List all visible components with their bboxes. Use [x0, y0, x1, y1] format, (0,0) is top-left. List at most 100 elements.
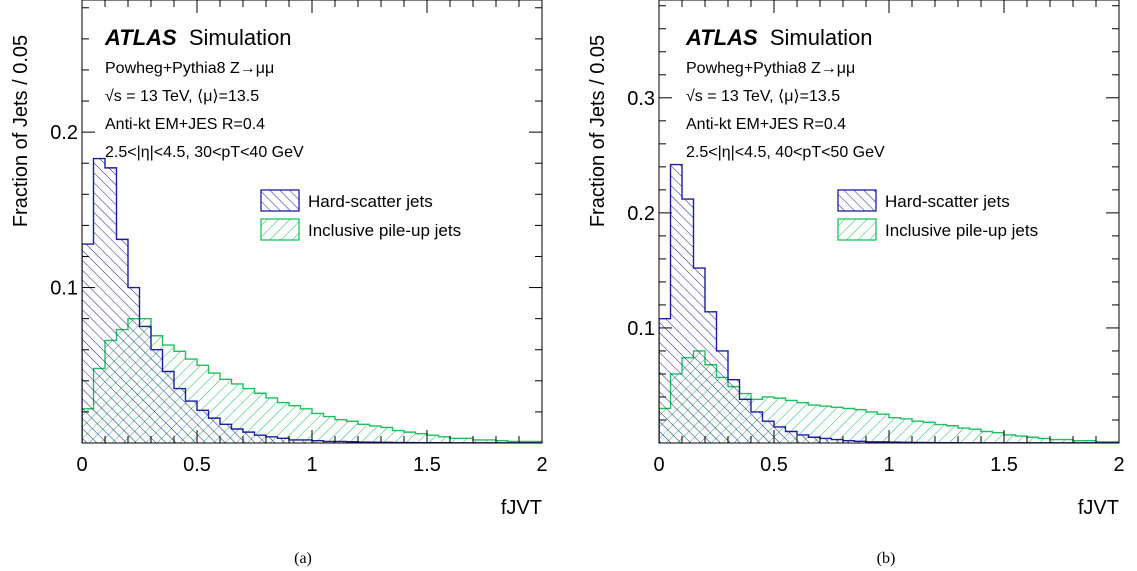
bar-hard-scatter-0: [659, 319, 671, 443]
bar-pileup-25: [947, 426, 959, 443]
bar-hard-scatter-1: [671, 165, 683, 443]
y-axis-label-b: Fraction of Jets / 0.05: [587, 35, 609, 227]
y-tick-label: 0.2: [627, 203, 655, 225]
bar-pileup-18: [866, 412, 878, 443]
svg-text:ATLAS Simulation: ATLAS Simulation: [685, 25, 873, 50]
x-tick-label: 1.5: [413, 454, 441, 476]
x-tick-label: 2: [536, 454, 547, 476]
info-line-b-0: Powheg+Pythia8 Z→μμ: [686, 60, 855, 77]
bar-pileup-30: [1004, 435, 1016, 443]
y-tick-label: 0.3: [627, 88, 655, 110]
bar-pileup-30: [427, 435, 439, 443]
bar-pileup-27: [970, 429, 982, 443]
y-tick-label: 0.2: [50, 122, 78, 144]
bar-hard-scatter-13: [232, 429, 244, 443]
info-line-a-1: √s = 13 TeV, ⟨μ⟩=13.5: [105, 88, 259, 105]
bar-pileup-21: [324, 417, 336, 443]
legend-label-pileup-a: Inclusive pile-up jets: [308, 221, 461, 240]
bar-hard-scatter-0: [82, 244, 94, 443]
bar-pileup-17: [278, 403, 290, 443]
bar-pileup-17: [855, 410, 867, 443]
bar-hard-scatter-4: [128, 288, 140, 443]
experiment-suffix-b: Simulation: [770, 25, 873, 50]
x-tick-label: 1: [883, 454, 894, 476]
bar-hard-scatter-14: [243, 432, 255, 443]
svg-text:ATLAS Simulation: ATLAS Simulation: [104, 25, 292, 50]
bar-hard-scatter-3: [117, 239, 129, 443]
bar-hard-scatter-5: [717, 351, 729, 443]
bar-pileup-22: [912, 421, 924, 443]
bar-hard-scatter-9: [763, 421, 775, 443]
bar-hard-scatter-8: [174, 389, 186, 443]
experiment-name-a: ATLAS: [104, 25, 177, 50]
bar-hard-scatter-10: [774, 427, 786, 443]
legend-label-hard-scatter-a: Hard-scatter jets: [308, 192, 433, 211]
bar-pileup-18: [289, 406, 301, 443]
info-lines-b: Powheg+Pythia8 Z→μμ √s = 13 TeV, ⟨μ⟩=13.…: [686, 60, 885, 161]
bar-hard-scatter-6: [151, 350, 163, 443]
bar-pileup-21: [901, 419, 913, 443]
legend-a: Hard-scatter jets Inclusive pile-up jets: [261, 190, 461, 240]
info-line-b-3: 2.5<|η|<4.5, 40<pT<50 GeV: [686, 144, 885, 161]
bar-hard-scatter-1: [94, 159, 106, 443]
info-lines-a: Powheg+Pythia8 Z→μμ √s = 13 TeV, ⟨μ⟩=13.…: [105, 60, 304, 161]
bar-pileup-20: [889, 418, 901, 443]
bar-pileup-26: [381, 427, 393, 443]
bar-hard-scatter-15: [255, 435, 267, 443]
bar-pileup-27: [393, 431, 405, 443]
info-line-a-2: Anti-kt EM+JES R=0.4: [105, 116, 265, 133]
legend-label-pileup-b: Inclusive pile-up jets: [885, 221, 1038, 240]
bar-hard-scatter-4: [705, 312, 717, 443]
bar-hard-scatter-5: [140, 326, 152, 443]
info-line-a-0: Powheg+Pythia8 Z→μμ: [105, 60, 274, 77]
bar-pileup-26: [958, 428, 970, 443]
x-tick-label: 1.5: [990, 454, 1018, 476]
legend-b: Hard-scatter jets Inclusive pile-up jets: [838, 190, 1038, 240]
bar-hard-scatter-9: [186, 401, 198, 443]
atlas-label-a: ATLAS Simulation: [104, 25, 292, 50]
x-tick-label: 0.5: [183, 454, 211, 476]
bar-pileup-31: [1016, 436, 1028, 443]
bar-hard-scatter-2: [682, 199, 694, 443]
bar-pileup-32: [1027, 437, 1039, 443]
bar-hard-scatter-11: [209, 418, 221, 443]
x-tick-label: 0.5: [760, 454, 788, 476]
bar-pileup-28: [404, 432, 416, 443]
bar-hard-scatter-7: [740, 399, 752, 443]
y-axis-label-a: Fraction of Jets / 0.05: [10, 35, 32, 227]
x-tick-label: 1: [306, 454, 317, 476]
bar-pileup-19: [301, 409, 313, 443]
bar-hard-scatter-16: [266, 437, 278, 443]
bar-hard-scatter-2: [105, 168, 117, 443]
legend-swatch-hard-scatter-a: [261, 190, 299, 211]
y-tick-label: 0.1: [627, 318, 655, 340]
bar-pileup-22: [335, 420, 347, 443]
bar-hard-scatter-8: [751, 412, 763, 443]
legend-label-hard-scatter-b: Hard-scatter jets: [885, 192, 1010, 211]
y-tick-label: 0.1: [50, 278, 78, 300]
bar-hard-scatter-12: [220, 424, 232, 443]
bar-pileup-23: [924, 422, 936, 443]
info-line-b-2: Anti-kt EM+JES R=0.4: [686, 116, 846, 133]
bar-pileup-20: [312, 413, 324, 443]
bar-pileup-23: [347, 421, 359, 443]
x-tick-label: 0: [653, 454, 664, 476]
panel-a: 0 0.5 1 1.5 20.10.2 Fraction of Jets / 0.05 …: [10, 0, 548, 567]
experiment-suffix-a: Simulation: [189, 25, 292, 50]
legend-swatch-pileup-b: [838, 219, 876, 240]
bar-pileup-29: [416, 434, 428, 443]
x-tick-label: 2: [1113, 454, 1124, 476]
bar-pileup-25: [370, 426, 382, 443]
legend-swatch-hard-scatter-b: [838, 190, 876, 211]
info-line-a-3: 2.5<|η|<4.5, 30<pT<40 GeV: [105, 144, 304, 161]
x-tick-label: 0: [76, 454, 87, 476]
panel-label-b: (b): [877, 550, 896, 567]
bar-pileup-19: [878, 414, 890, 443]
x-axis-label-a: fJVT: [501, 497, 542, 519]
panel-label-a: (a): [294, 550, 312, 567]
bar-pileup-24: [935, 425, 947, 443]
legend-swatch-pileup-a: [261, 219, 299, 240]
bar-hard-scatter-11: [786, 431, 798, 443]
bar-hard-scatter-6: [728, 380, 740, 443]
